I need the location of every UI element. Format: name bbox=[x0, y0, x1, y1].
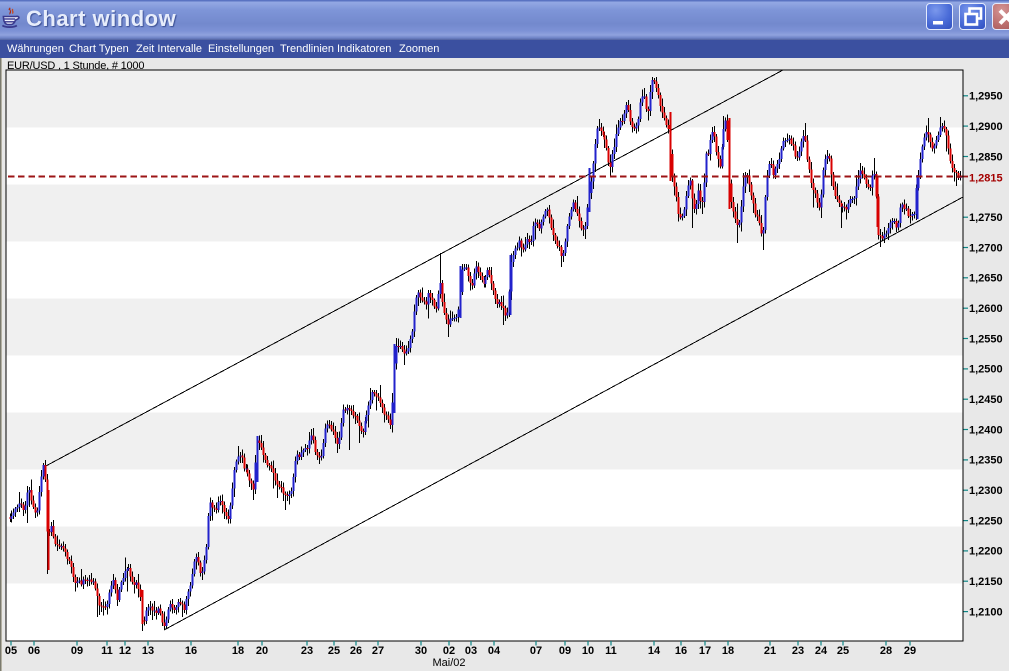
svg-text:29: 29 bbox=[904, 645, 916, 657]
svg-text:1,2450: 1,2450 bbox=[969, 394, 1003, 406]
svg-text:1,2250: 1,2250 bbox=[969, 515, 1003, 527]
svg-text:16: 16 bbox=[675, 645, 687, 657]
svg-text:16: 16 bbox=[185, 645, 197, 657]
svg-text:18: 18 bbox=[722, 645, 734, 657]
svg-text:27: 27 bbox=[372, 645, 384, 657]
svg-text:30: 30 bbox=[415, 645, 427, 657]
svg-text:25: 25 bbox=[328, 645, 340, 657]
svg-text:1,2150: 1,2150 bbox=[969, 576, 1003, 588]
svg-text:1,2815: 1,2815 bbox=[969, 172, 1003, 184]
svg-text:1,2950: 1,2950 bbox=[969, 91, 1003, 103]
svg-text:20: 20 bbox=[256, 645, 268, 657]
svg-text:1,2600: 1,2600 bbox=[969, 303, 1003, 315]
svg-text:23: 23 bbox=[792, 645, 804, 657]
svg-text:02: 02 bbox=[443, 645, 455, 657]
svg-text:1,2200: 1,2200 bbox=[969, 546, 1003, 558]
svg-text:Mai/02: Mai/02 bbox=[432, 657, 465, 669]
svg-text:21: 21 bbox=[764, 645, 776, 657]
svg-text:23: 23 bbox=[301, 645, 313, 657]
svg-text:1,2500: 1,2500 bbox=[969, 364, 1003, 376]
svg-text:11: 11 bbox=[101, 645, 113, 657]
svg-text:18: 18 bbox=[232, 645, 244, 657]
svg-text:1,2850: 1,2850 bbox=[969, 151, 1003, 163]
svg-text:1,2900: 1,2900 bbox=[969, 121, 1003, 133]
svg-text:10: 10 bbox=[582, 645, 594, 657]
svg-text:1,2300: 1,2300 bbox=[969, 485, 1003, 497]
svg-text:28: 28 bbox=[880, 645, 892, 657]
svg-text:04: 04 bbox=[488, 645, 501, 657]
svg-text:03: 03 bbox=[465, 645, 477, 657]
svg-text:09: 09 bbox=[71, 645, 83, 657]
svg-text:05: 05 bbox=[5, 645, 17, 657]
svg-text:24: 24 bbox=[815, 645, 828, 657]
svg-text:1,2650: 1,2650 bbox=[969, 273, 1003, 285]
svg-text:1,2100: 1,2100 bbox=[969, 606, 1003, 618]
svg-text:06: 06 bbox=[28, 645, 40, 657]
svg-text:1,2700: 1,2700 bbox=[969, 242, 1003, 254]
svg-text:12: 12 bbox=[119, 645, 131, 657]
svg-text:13: 13 bbox=[142, 645, 154, 657]
svg-text:09: 09 bbox=[559, 645, 571, 657]
svg-text:1,2550: 1,2550 bbox=[969, 333, 1003, 345]
svg-text:07: 07 bbox=[530, 645, 542, 657]
svg-text:25: 25 bbox=[837, 645, 849, 657]
svg-text:EUR/USD , 1 Stunde, # 1000: EUR/USD , 1 Stunde, # 1000 bbox=[7, 60, 144, 72]
svg-text:1,2350: 1,2350 bbox=[969, 455, 1003, 467]
svg-text:1,2400: 1,2400 bbox=[969, 424, 1003, 436]
svg-text:1,2750: 1,2750 bbox=[969, 212, 1003, 224]
svg-text:26: 26 bbox=[350, 645, 362, 657]
svg-text:11: 11 bbox=[605, 645, 617, 657]
svg-text:17: 17 bbox=[699, 645, 711, 657]
svg-text:14: 14 bbox=[648, 645, 661, 657]
